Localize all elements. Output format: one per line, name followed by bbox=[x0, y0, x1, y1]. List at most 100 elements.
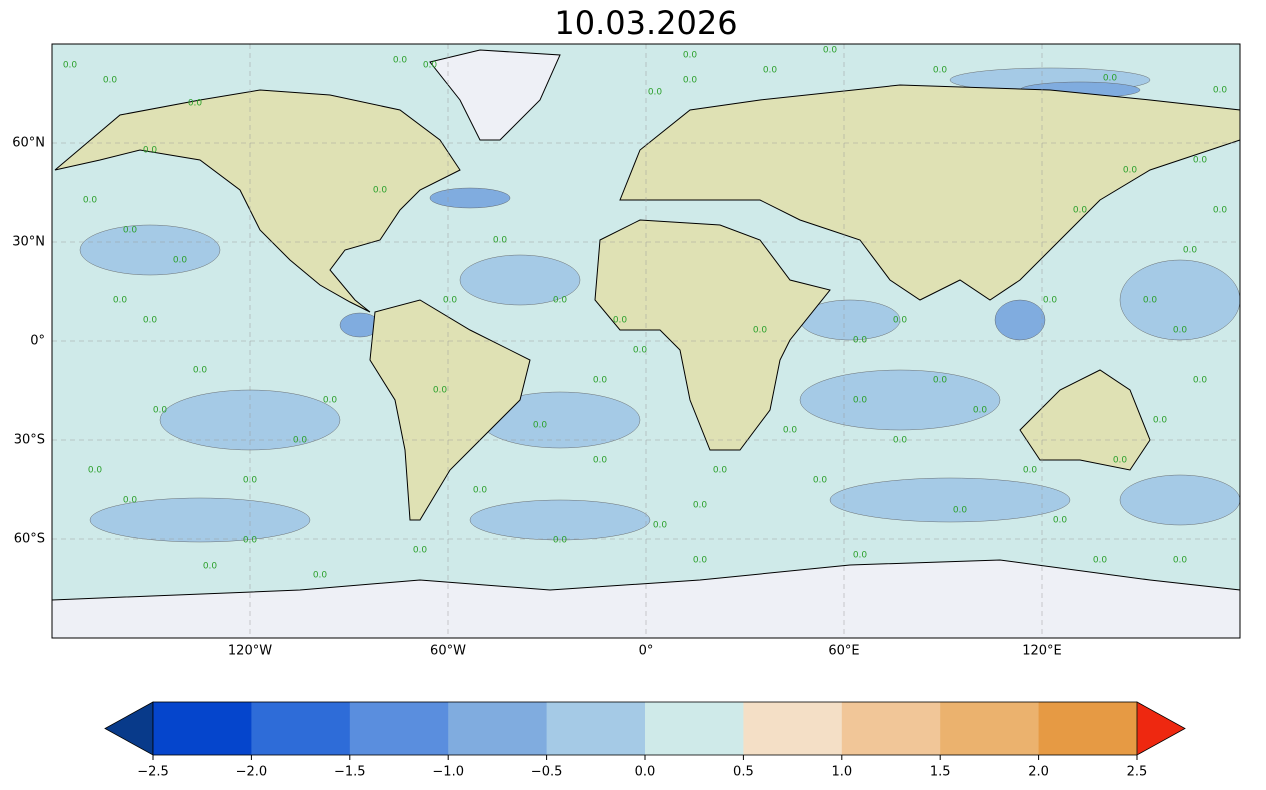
x-tick-label: 120°W bbox=[228, 644, 272, 659]
contour-label: 0.0 bbox=[1073, 206, 1088, 216]
contour-label: 0.0 bbox=[553, 296, 568, 306]
x-tick-label: 60°E bbox=[828, 644, 859, 659]
contour-label: 0.0 bbox=[123, 226, 138, 236]
contour-label: 0.0 bbox=[1053, 516, 1068, 526]
contour-label: 0.0 bbox=[143, 146, 158, 156]
x-tick-label: 0° bbox=[639, 644, 654, 659]
contour-label: 0.0 bbox=[1093, 556, 1108, 566]
contour-label: 0.0 bbox=[823, 46, 838, 56]
africa bbox=[594, 219, 831, 451]
colorbar-segment bbox=[940, 702, 1040, 755]
contour-label: 0.0 bbox=[193, 366, 208, 376]
x-tick-label: 60°W bbox=[430, 644, 466, 659]
y-tick-label: 60°S bbox=[14, 532, 45, 547]
contour-label: 0.0 bbox=[1023, 466, 1038, 476]
north-america bbox=[54, 89, 461, 313]
contour-label: 0.0 bbox=[633, 346, 648, 356]
contour-label: 0.0 bbox=[123, 496, 138, 506]
colorbar-tick-label: 2.5 bbox=[1127, 765, 1148, 780]
contour-label: 0.0 bbox=[553, 536, 568, 546]
chart-title: 10.03.2026 bbox=[554, 4, 737, 42]
contour-label: 0.0 bbox=[1183, 246, 1198, 256]
contour-label: 0.0 bbox=[433, 386, 448, 396]
colorbar-segment bbox=[251, 702, 351, 755]
contour-label: 0.0 bbox=[88, 466, 103, 476]
colorbar-tick-label: −2.0 bbox=[236, 765, 268, 780]
colorbar-tick-label: −0.5 bbox=[531, 765, 563, 780]
contour-label: 0.0 bbox=[443, 296, 458, 306]
contour-label: 0.0 bbox=[933, 376, 948, 386]
contour-label: 0.0 bbox=[893, 316, 908, 326]
contour-label: 0.0 bbox=[813, 476, 828, 486]
contour-label: 0.0 bbox=[243, 476, 258, 486]
map: 0.0 0.0 0.0 0.0 0.0 0.0 0.0 0.0 0.0 0.0 0.0 0.0 0.0 0… bbox=[51, 43, 1241, 639]
contour-label: 0.0 bbox=[933, 66, 948, 76]
contour-label: 0.0 bbox=[373, 186, 388, 196]
colorbar-over bbox=[1136, 701, 1186, 756]
y-tick-label: 30°S bbox=[14, 433, 45, 448]
colorbar-tick-label: 1.5 bbox=[930, 765, 951, 780]
contour-label: 0.0 bbox=[1213, 86, 1228, 96]
south-america bbox=[369, 299, 531, 521]
contour-label: 0.0 bbox=[1193, 376, 1208, 386]
contour-label: 0.0 bbox=[1173, 556, 1188, 566]
contour-label: 0.0 bbox=[323, 396, 338, 406]
contour-label: 0.0 bbox=[103, 76, 118, 86]
contour-label: 0.0 bbox=[113, 296, 128, 306]
contour-label: 0.0 bbox=[243, 536, 258, 546]
contour-label: 0.0 bbox=[693, 556, 708, 566]
colorbar-segment bbox=[546, 702, 646, 755]
y-tick-label: 0° bbox=[30, 334, 45, 349]
colorbar-tick-label: −2.5 bbox=[137, 765, 169, 780]
contour-label: 0.0 bbox=[63, 61, 78, 71]
contour-label: 0.0 bbox=[893, 436, 908, 446]
contour-label: 0.0 bbox=[763, 66, 778, 76]
contour-label: 0.0 bbox=[973, 406, 988, 416]
contour-label: 0.0 bbox=[1193, 156, 1208, 166]
contour-label: 0.0 bbox=[593, 456, 608, 466]
contour-label: 0.0 bbox=[683, 76, 698, 86]
contour-label: 0.0 bbox=[593, 376, 608, 386]
contour-label: 0.0 bbox=[713, 466, 728, 476]
colorbar-tick-label: −1.0 bbox=[432, 765, 464, 780]
graticule bbox=[52, 44, 1240, 638]
colorbar-tick-label: 0.0 bbox=[635, 765, 656, 780]
contour-label: 0.0 bbox=[783, 426, 798, 436]
contour-label: 0.0 bbox=[853, 551, 868, 561]
contour-label: 0.0 bbox=[753, 326, 768, 336]
contour-label: 0.0 bbox=[533, 421, 548, 431]
contour-label: 0.0 bbox=[313, 571, 328, 581]
contour-label: 0.0 bbox=[143, 316, 158, 326]
colorbar-segment bbox=[1038, 702, 1138, 755]
contour-label: 0.0 bbox=[693, 501, 708, 511]
contour-label: 0.0 bbox=[1173, 326, 1188, 336]
contour-label: 0.0 bbox=[153, 406, 168, 416]
contour-label: 0.0 bbox=[188, 99, 203, 109]
colorbar-tick-label: 1.0 bbox=[831, 765, 852, 780]
map-frame bbox=[51, 43, 1241, 639]
x-tick-label: 120°E bbox=[1022, 644, 1062, 659]
contour-label: 0.0 bbox=[413, 546, 428, 556]
contour-label: 0.0 bbox=[473, 486, 488, 496]
contour-label: 0.0 bbox=[173, 256, 188, 266]
contour-label: 0.0 bbox=[1153, 416, 1168, 426]
colorbar-segment bbox=[841, 702, 941, 755]
greenland bbox=[429, 49, 561, 141]
contour-label: 0.0 bbox=[1043, 296, 1058, 306]
eurasia bbox=[619, 84, 1241, 301]
colorbar-tick-label: 0.5 bbox=[733, 765, 754, 780]
colorbar-under bbox=[104, 701, 154, 756]
colorbar-segment bbox=[349, 702, 449, 755]
contour-label: 0.0 bbox=[853, 336, 868, 346]
contour-label: 0.0 bbox=[1143, 296, 1158, 306]
colorbar-segment bbox=[645, 702, 744, 755]
contour-label: 0.0 bbox=[1103, 74, 1118, 84]
contour-labels: 0.0 0.0 0.0 0.0 0.0 0.0 0.0 0.0 0.0 0.0 0.0 0.0 0.0 0… bbox=[63, 46, 1228, 581]
contour-label: 0.0 bbox=[648, 88, 663, 98]
contour-label: 0.0 bbox=[613, 316, 628, 326]
contour-label: 0.0 bbox=[1123, 166, 1138, 176]
contour-label: 0.0 bbox=[853, 396, 868, 406]
colorbar-segment bbox=[743, 702, 843, 755]
colorbar-tick-label: 2.0 bbox=[1028, 765, 1049, 780]
contour-label: 0.0 bbox=[683, 51, 698, 61]
